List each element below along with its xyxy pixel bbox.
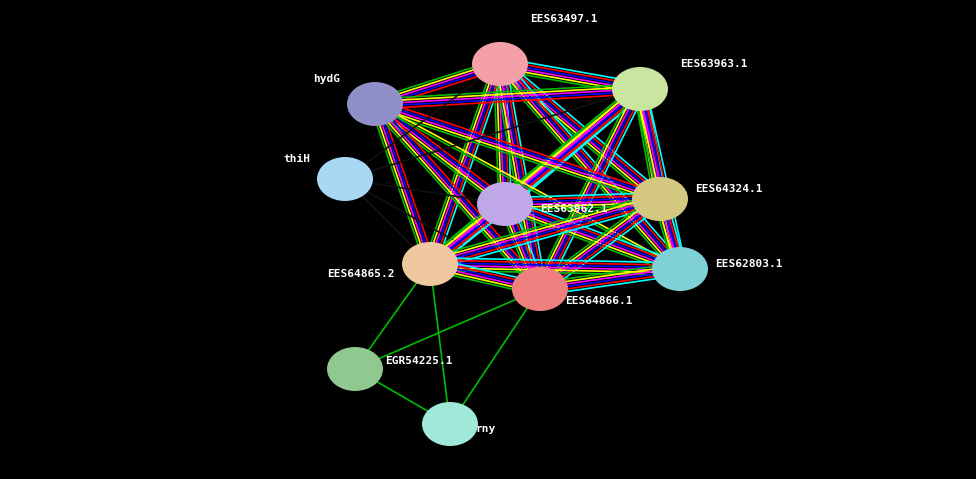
Ellipse shape bbox=[347, 82, 403, 126]
Text: hydG: hydG bbox=[313, 74, 340, 84]
Text: EES63497.1: EES63497.1 bbox=[530, 14, 597, 24]
Text: EES63962.1: EES63962.1 bbox=[540, 204, 607, 214]
Ellipse shape bbox=[422, 402, 478, 446]
Ellipse shape bbox=[652, 247, 708, 291]
Ellipse shape bbox=[402, 242, 458, 286]
Text: EES64865.2: EES64865.2 bbox=[328, 269, 395, 279]
Ellipse shape bbox=[317, 157, 373, 201]
Text: EES63963.1: EES63963.1 bbox=[680, 59, 748, 69]
Text: thiH: thiH bbox=[283, 154, 310, 164]
Ellipse shape bbox=[632, 177, 688, 221]
Ellipse shape bbox=[512, 267, 568, 311]
Text: rny: rny bbox=[475, 424, 495, 434]
Text: EES64324.1: EES64324.1 bbox=[695, 184, 762, 194]
Text: EES64866.1: EES64866.1 bbox=[565, 296, 632, 306]
Text: EES62803.1: EES62803.1 bbox=[715, 259, 783, 269]
Ellipse shape bbox=[327, 347, 383, 391]
Ellipse shape bbox=[477, 182, 533, 226]
Ellipse shape bbox=[612, 67, 668, 111]
Text: EGR54225.1: EGR54225.1 bbox=[385, 356, 453, 366]
Ellipse shape bbox=[472, 42, 528, 86]
